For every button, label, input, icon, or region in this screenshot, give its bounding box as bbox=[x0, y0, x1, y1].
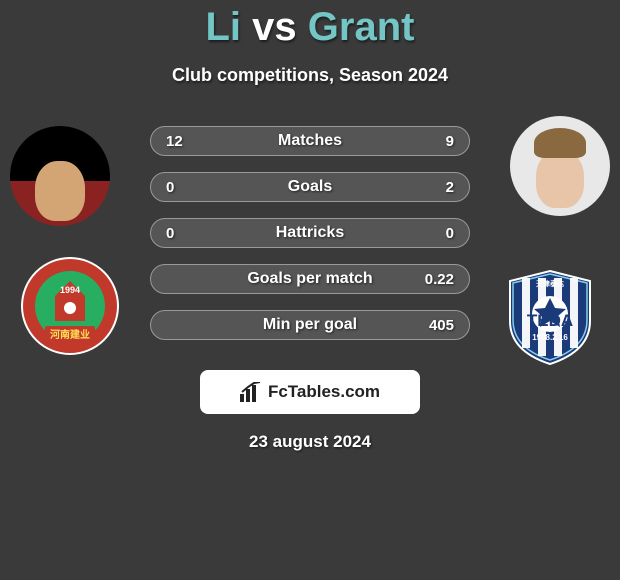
stat-left-value: 0 bbox=[166, 225, 196, 242]
vs-text: vs bbox=[252, 5, 297, 49]
stat-label: Min per goal bbox=[196, 316, 424, 334]
stat-row: 0 Hattricks 0 bbox=[0, 218, 620, 248]
stat-label: Goals per match bbox=[196, 270, 424, 288]
stat-right-value: 2 bbox=[424, 179, 454, 196]
player1-club-logo: 1994 河南建业 bbox=[20, 256, 120, 356]
stat-right-value: 0.22 bbox=[424, 271, 454, 288]
stat-pill-matches: 12 Matches 9 bbox=[150, 126, 470, 156]
stat-pill-min-per-goal: Min per goal 405 bbox=[150, 310, 470, 340]
svg-text:河南建业: 河南建业 bbox=[50, 328, 90, 341]
player2-avatar bbox=[510, 116, 610, 216]
stat-label: Hattricks bbox=[196, 224, 424, 242]
player2-club-logo: TEDA 1998.2.16 天津泰达 bbox=[500, 266, 600, 366]
subtitle: Club competitions, Season 2024 bbox=[0, 65, 620, 86]
branding-text: FcTables.com bbox=[268, 382, 380, 402]
chart-icon bbox=[240, 382, 262, 402]
stat-pill-goals-per-match: Goals per match 0.22 bbox=[150, 264, 470, 294]
stat-label: Matches bbox=[196, 132, 424, 150]
stat-pill-hattricks: 0 Hattricks 0 bbox=[150, 218, 470, 248]
branding-badge: FcTables.com bbox=[200, 370, 420, 414]
date-text: 23 august 2024 bbox=[0, 432, 620, 452]
stat-left-value: 12 bbox=[166, 133, 196, 150]
stat-label: Goals bbox=[196, 178, 424, 196]
svg-text:1998.2.16: 1998.2.16 bbox=[532, 333, 568, 342]
player1-name: Li bbox=[206, 5, 242, 49]
content: 1994 河南建业 TEDA 1998.2.16 天津泰达 bbox=[0, 126, 620, 452]
svg-text:TEDA: TEDA bbox=[527, 311, 573, 330]
player1-avatar bbox=[10, 126, 110, 226]
page-title: Li vs Grant bbox=[0, 5, 620, 50]
svg-text:天津泰达: 天津泰达 bbox=[536, 279, 564, 288]
player2-name: Grant bbox=[308, 5, 415, 49]
svg-text:1994: 1994 bbox=[60, 285, 80, 295]
comparison-card: Li vs Grant Club competitions, Season 20… bbox=[0, 0, 620, 452]
stat-left-value: 0 bbox=[166, 179, 196, 196]
stat-right-value: 9 bbox=[424, 133, 454, 150]
stat-right-value: 0 bbox=[424, 225, 454, 242]
stat-right-value: 405 bbox=[424, 317, 454, 334]
stat-pill-goals: 0 Goals 2 bbox=[150, 172, 470, 202]
